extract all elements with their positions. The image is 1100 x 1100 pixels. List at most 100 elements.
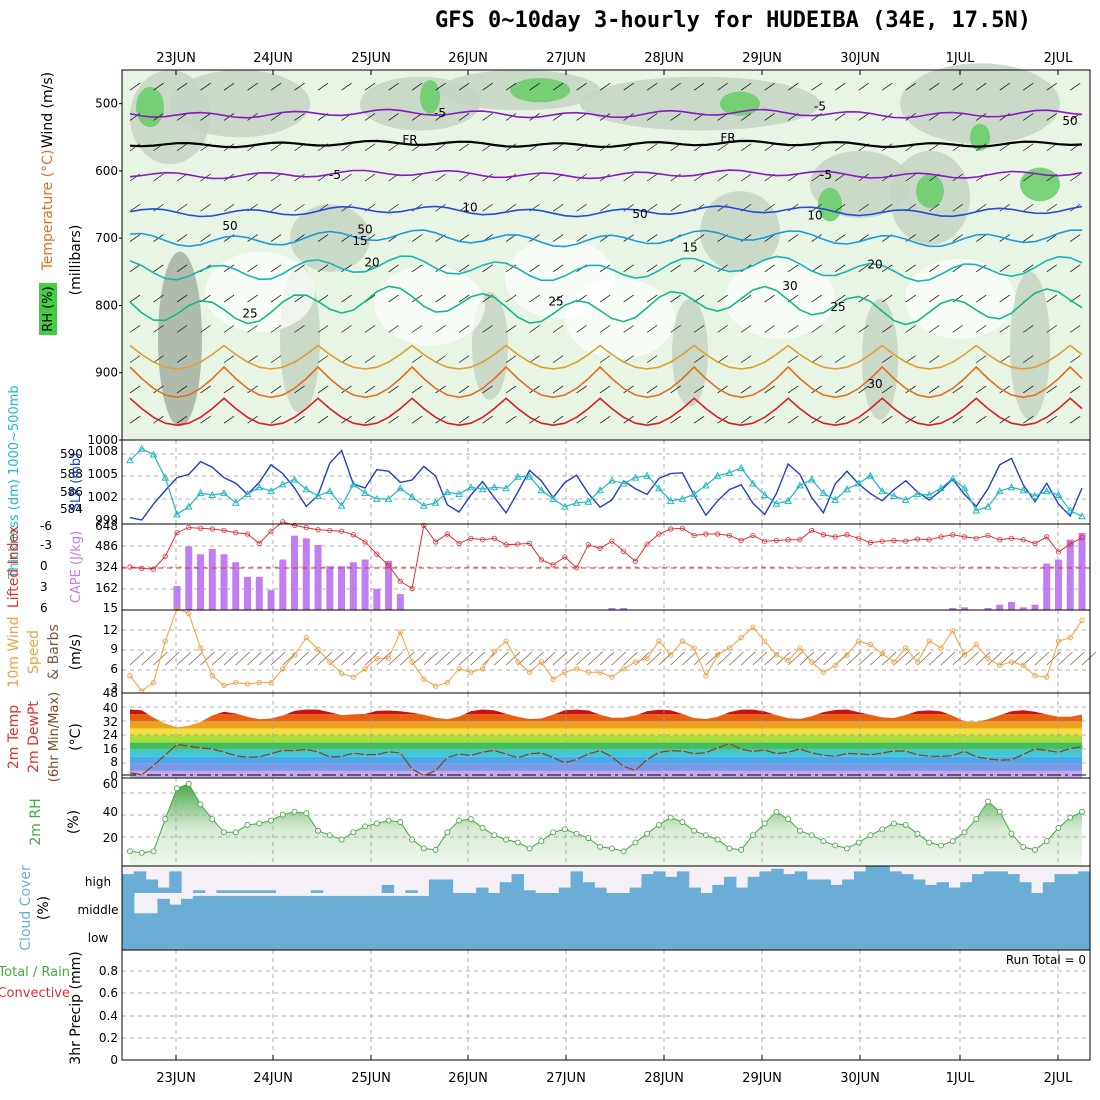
cloud-bar-middle xyxy=(901,893,914,922)
wind-barb xyxy=(341,264,352,273)
wind-barb xyxy=(646,234,658,242)
wind-barb-10m xyxy=(1046,651,1061,666)
dewpoint-point xyxy=(657,751,660,754)
thickness-point xyxy=(1042,487,1051,495)
wind-barb xyxy=(388,415,399,424)
cape-bar xyxy=(1066,539,1074,610)
wind-barb xyxy=(858,264,869,273)
rh2m-point xyxy=(667,814,674,821)
wind-barb xyxy=(623,385,634,394)
wind-barb xyxy=(482,173,493,182)
wind-axis-label-c: & Barbs xyxy=(46,624,62,680)
wind-barb xyxy=(435,264,446,273)
cape-bar xyxy=(255,576,263,610)
wind-barb xyxy=(717,325,728,333)
wind-barb xyxy=(717,294,728,303)
cloud-bar-low xyxy=(830,922,843,950)
wind-speed-point xyxy=(1079,617,1085,624)
wind-barb xyxy=(270,173,282,182)
rh2m-point xyxy=(597,843,604,850)
wind-barb xyxy=(623,82,634,91)
wind-barb xyxy=(176,385,188,394)
wind-speed-point xyxy=(938,645,944,651)
rh2m-point xyxy=(961,829,968,836)
li-point xyxy=(632,558,638,564)
li-point xyxy=(127,564,133,570)
wind-speed-point xyxy=(620,666,627,672)
wind-speed-point xyxy=(280,666,286,672)
li-point xyxy=(385,562,392,569)
li-point xyxy=(515,541,521,547)
wind-barb xyxy=(717,355,728,363)
wind-barb xyxy=(1023,113,1034,121)
contour-label: 15 xyxy=(352,234,367,248)
wind-barb xyxy=(270,325,282,333)
wind-barb xyxy=(458,355,470,363)
cloud-bar-low xyxy=(865,922,879,950)
cloud-bar-middle xyxy=(1078,893,1091,922)
cape-tick: 15 xyxy=(103,601,118,615)
cloud-bar-low xyxy=(476,922,489,950)
contour-label: 30 xyxy=(867,377,882,391)
cape-bar xyxy=(949,608,957,610)
cloud-bar-high xyxy=(570,871,583,893)
rh2m-point xyxy=(632,839,639,846)
cloud-bar-high xyxy=(771,868,784,893)
cloud-bar-low xyxy=(452,922,465,950)
cloud-bar-low xyxy=(995,922,1008,950)
dewpoint-point xyxy=(963,750,966,753)
dewpoint-point xyxy=(575,758,578,761)
li-point xyxy=(738,537,744,544)
precip-tick: 0.8 xyxy=(99,964,118,978)
dewpoint-point xyxy=(175,743,179,746)
wind-speed-point xyxy=(950,628,956,634)
pressure-tick: 900 xyxy=(95,366,118,380)
cape-bar xyxy=(1019,607,1027,610)
cloud-bar-middle xyxy=(133,913,147,922)
li-tick: 0 xyxy=(40,559,48,573)
wind-barb xyxy=(505,264,517,273)
thickness-point xyxy=(514,472,522,480)
thickness-point xyxy=(937,484,945,492)
wind-barb-10m xyxy=(165,651,180,666)
wind-barb xyxy=(717,203,728,212)
wind-barb xyxy=(693,234,705,242)
cloud-bar-middle xyxy=(535,893,548,922)
wind-barb xyxy=(858,203,869,212)
wind-barb xyxy=(153,264,164,273)
cloud-bar-high xyxy=(133,871,147,893)
li-point xyxy=(209,526,215,532)
rh2m-point xyxy=(902,821,909,828)
precip-tick: 0.6 xyxy=(99,986,118,1000)
wind-barb xyxy=(364,143,376,152)
wind-barb xyxy=(200,82,211,91)
wind-barb-10m xyxy=(388,651,403,666)
li-point xyxy=(762,538,768,544)
wind-tick: 9 xyxy=(110,642,118,656)
cloud-bar-low xyxy=(393,922,406,950)
cloud-bar-low xyxy=(546,922,560,950)
date-label-bottom: 25JUN xyxy=(351,1071,391,1086)
wind-barb-10m xyxy=(270,651,286,666)
wind-barb-10m xyxy=(129,651,145,666)
cape-bar xyxy=(291,535,299,610)
wind-barb xyxy=(411,325,423,333)
rh2m-point xyxy=(315,827,321,834)
rh2m-point xyxy=(514,839,521,846)
wind-barb xyxy=(599,203,611,212)
li-point xyxy=(903,538,909,544)
wind-barb xyxy=(905,264,916,273)
li-point xyxy=(233,529,239,536)
thickness-point xyxy=(126,456,134,464)
cloud-bar-low xyxy=(1007,922,1020,950)
thickness-point xyxy=(619,479,628,487)
cloud-bar-middle xyxy=(405,895,418,922)
cloud-bar-middle xyxy=(971,893,985,922)
cloud-bar-high xyxy=(251,890,265,893)
date-label-top: 2JUL xyxy=(1044,51,1074,66)
wind-tick: 6 xyxy=(110,662,118,676)
wind-barb xyxy=(881,294,893,303)
wind-barb-10m xyxy=(658,651,674,666)
dewpoint-point xyxy=(187,745,190,748)
wind-barb-10m xyxy=(964,651,979,666)
